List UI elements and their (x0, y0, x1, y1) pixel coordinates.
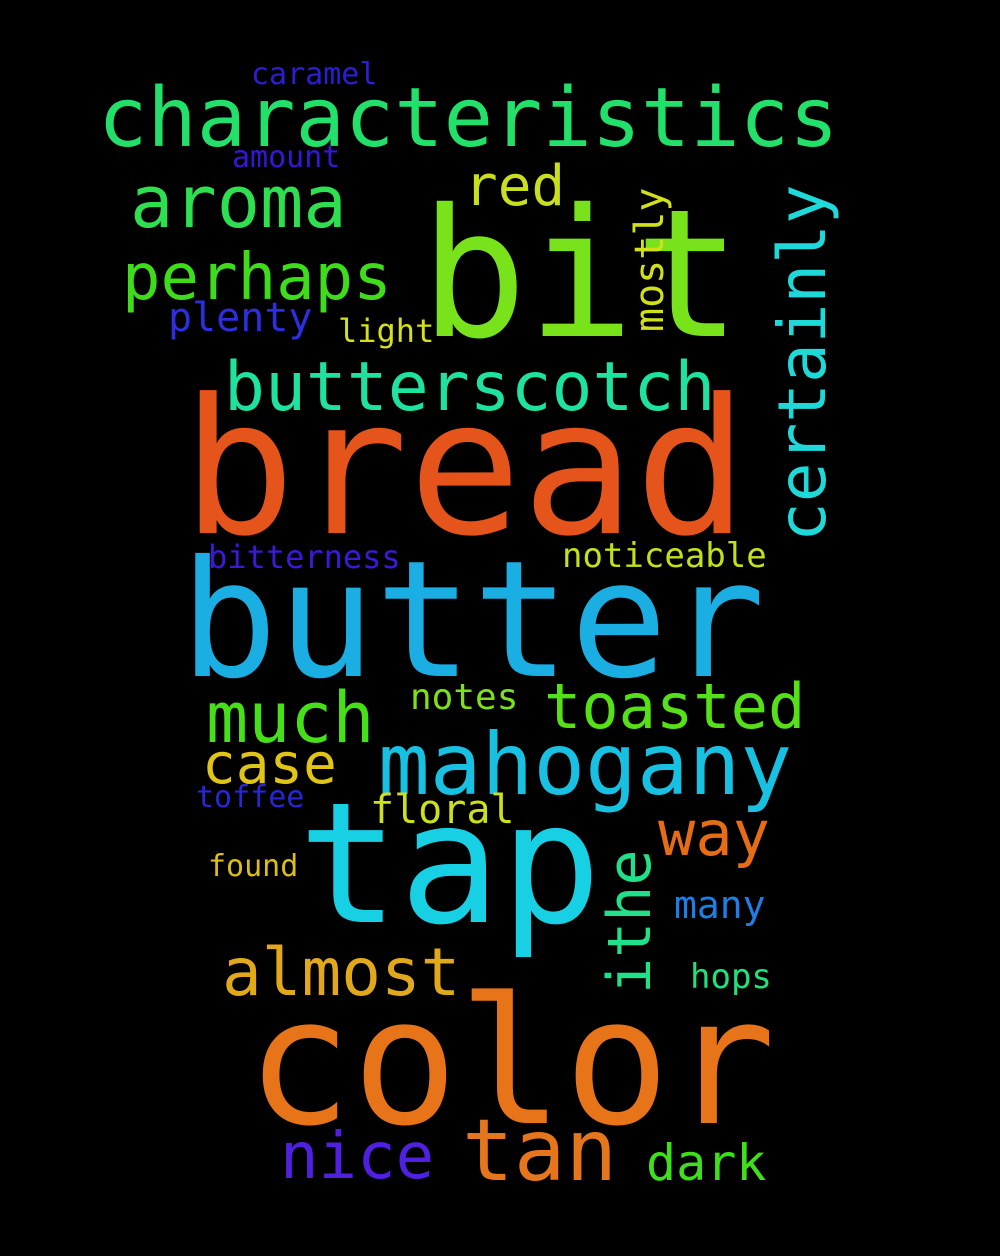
word-aroma: aroma (130, 160, 347, 244)
word-bread: bread (182, 359, 748, 578)
word-found: found (208, 849, 299, 884)
word-tan: tan (462, 1101, 618, 1201)
word-hops: hops (690, 957, 772, 997)
word-amount: amount (232, 140, 341, 175)
word-much: much (206, 677, 375, 759)
word-almost: almost (222, 934, 461, 1011)
word-toasted: toasted (544, 670, 806, 743)
word-perhaps: perhaps (122, 241, 392, 315)
word-plenty: plenty (168, 295, 313, 341)
word-nice: nice (280, 1120, 435, 1194)
word-bit: bit (420, 171, 742, 378)
word-certainly: certainly (764, 184, 841, 542)
word-characteristics: characteristics (98, 71, 839, 166)
word-notes: notes (410, 677, 519, 718)
word-butter: butter (180, 527, 766, 715)
word-light: light (338, 312, 435, 350)
word-bitterness: bitterness (208, 538, 401, 576)
word-many: many (674, 883, 766, 927)
word-tap: tap (298, 766, 602, 962)
word-floral: floral (370, 787, 515, 833)
word-color: color (246, 960, 776, 1165)
word-case: case (202, 732, 337, 797)
word-mahogany: mahogany (378, 715, 793, 815)
word-caramel: caramel (251, 57, 378, 92)
word-toffee: toffee (196, 780, 305, 815)
word-noticeable: noticeable (562, 536, 767, 576)
word-mostly: mostly (627, 187, 673, 333)
word-red: red (464, 154, 566, 219)
word-dark: dark (646, 1134, 767, 1192)
word-butterscotch: butterscotch (224, 348, 716, 427)
word-way: way (658, 797, 770, 870)
